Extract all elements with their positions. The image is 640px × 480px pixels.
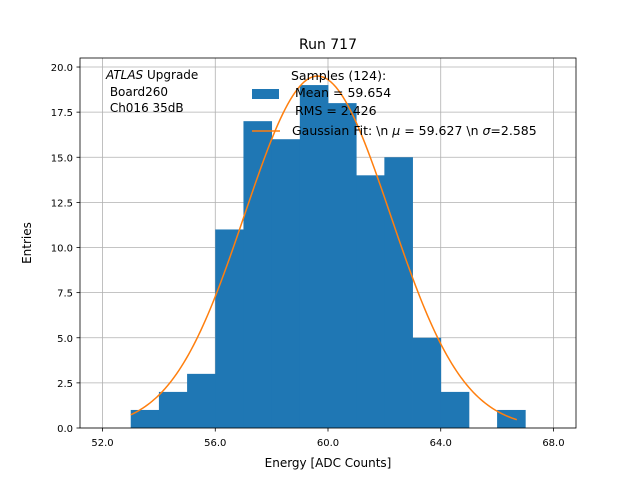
legend: Samples (124): Mean = 59.654 RMS = 2.426… — [252, 68, 537, 138]
histogram-bar — [215, 229, 244, 428]
annotation-board: Board260 — [106, 85, 168, 99]
y-tick-label: 20.0 — [51, 63, 73, 74]
legend-hist-rms: RMS = 2.426 — [291, 103, 377, 118]
histogram-bar — [412, 337, 442, 428]
histogram-bar — [243, 121, 273, 429]
annotation-atlas: ATLAS — [105, 68, 144, 82]
x-tick-label: 60.0 — [317, 438, 339, 449]
x-tick-label: 64.0 — [430, 438, 452, 449]
histogram-bar — [440, 391, 470, 428]
y-tick-label: 0.0 — [57, 424, 73, 435]
y-axis-label: Entries — [20, 222, 34, 264]
legend-fit-label: Gaussian Fit: \n μ = 59.627 \n σ=2.585 — [292, 123, 537, 138]
ticks: 52.0 56.0 60.0 64.0 68.0 0.0 2.5 5.0 7.5 10.0 12.5… — [51, 63, 565, 449]
y-tick-label: 17.5 — [51, 108, 73, 119]
histogram-bar — [384, 157, 413, 428]
annotation-channel: Ch016 35dB — [106, 101, 184, 115]
legend-hist-mean: Mean = 59.654 — [291, 85, 391, 100]
y-tick-label: 7.5 — [57, 289, 73, 300]
histogram-bar — [187, 373, 216, 428]
y-tick-label: 12.5 — [51, 198, 73, 209]
atlas-annotation: ATLAS Upgrade Board260 Ch016 35dB — [105, 68, 198, 115]
x-tick-label: 68.0 — [542, 438, 564, 449]
x-tick-label: 52.0 — [91, 438, 113, 449]
y-tick-label: 15.0 — [51, 153, 73, 164]
histogram-bar — [299, 85, 329, 428]
x-tick-label: 56.0 — [204, 438, 226, 449]
histogram-bar — [271, 139, 301, 428]
x-axis-label: Energy [ADC Counts] — [265, 456, 392, 470]
legend-histogram-swatch — [252, 89, 279, 99]
chart-title: Run 717 — [299, 37, 357, 53]
histogram-bars — [130, 85, 526, 429]
annotation-upgrade: Upgrade — [143, 68, 198, 82]
gaussian-fit-curve — [130, 75, 518, 421]
y-tick-label: 2.5 — [57, 379, 73, 390]
histogram-bar — [158, 391, 188, 428]
y-tick-label: 10.0 — [51, 244, 73, 255]
svg-text:ATLAS Upgrade: ATLAS Upgrade — [105, 68, 198, 82]
histogram-bar — [356, 175, 385, 428]
histogram-bar — [130, 409, 160, 428]
legend-header: Samples (124): — [291, 68, 386, 83]
y-tick-label: 5.0 — [57, 334, 73, 345]
histogram-bar — [328, 103, 357, 428]
